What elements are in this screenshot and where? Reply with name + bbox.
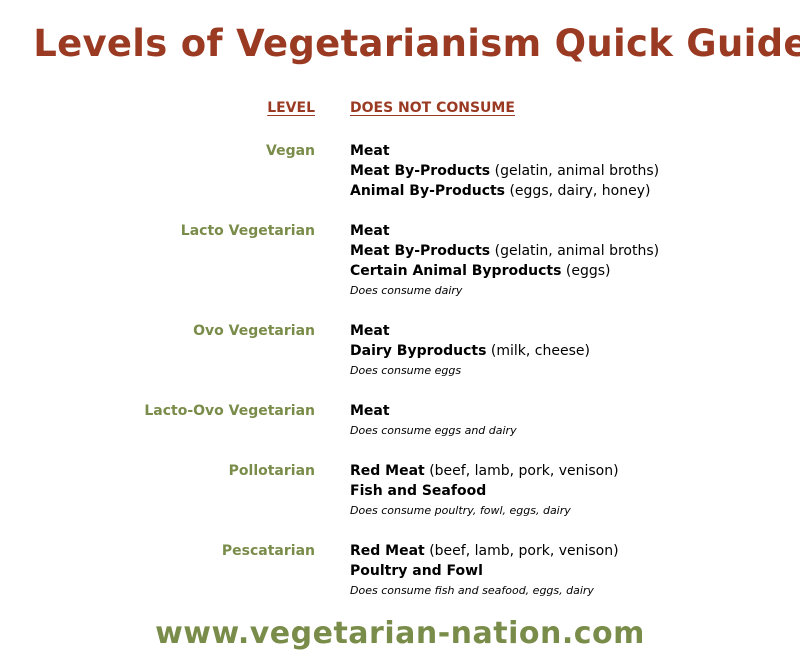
item-name: Meat <box>350 403 390 419</box>
item-detail: (gelatin, animal broths) <box>494 243 660 259</box>
level-name: Lacto Vegetarian <box>180 223 315 239</box>
excluded-item: Fish and Seafood <box>350 481 619 501</box>
excluded-item: Poultry and Fowl <box>350 561 619 581</box>
item-name: Meat By-Products <box>350 243 491 259</box>
consumption-note: Does consume eggs <box>350 364 462 377</box>
excluded-item: Meat <box>350 221 659 241</box>
excluded-item: Certain Animal Byproducts (eggs) <box>350 261 659 281</box>
item-name: Animal By-Products <box>350 183 506 199</box>
excluded-item: Meat By-Products (gelatin, animal broths… <box>350 161 659 181</box>
item-name: Dairy Byproducts <box>350 343 487 359</box>
level-name: Pescatarian <box>221 543 315 559</box>
excluded-items: Meat Meat By-Products (gelatin, animal br… <box>350 141 659 201</box>
levels-list: Vegan Meat Meat By-Products (gelatin, anim… <box>0 141 800 621</box>
consumption-note: Does consume eggs and dairy <box>350 424 517 437</box>
level-row: Pollotarian Red Meat (beef, lamb, pork, v… <box>0 461 800 521</box>
level-row: Vegan Meat Meat By-Products (gelatin, anim… <box>0 141 800 201</box>
level-name: Lacto-Ovo Vegetarian <box>144 403 315 419</box>
website-url: www.vegetarian-nation.com <box>155 616 645 651</box>
excluded-item: Meat By-Products (gelatin, animal broths… <box>350 241 659 261</box>
level-row: Lacto-Ovo Vegetarian Meat Does consume egg… <box>0 401 800 441</box>
excluded-item: Dairy Byproducts (milk, cheese) <box>350 341 590 361</box>
item-detail: (beef, lamb, pork, venison) <box>429 463 619 479</box>
item-name: Red Meat <box>350 543 425 559</box>
page-title: Levels of Vegetarianism Quick Guide <box>33 22 800 65</box>
does-not-consume-column-header: DOES NOT CONSUME <box>350 100 515 116</box>
item-name: Meat <box>350 323 390 339</box>
excluded-items: Meat Dairy Byproducts (milk, cheese) Does … <box>350 321 590 381</box>
level-column-header: LEVEL <box>267 100 315 116</box>
excluded-item: Red Meat (beef, lamb, pork, venison) <box>350 541 619 561</box>
consumption-note: Does consume dairy <box>350 284 463 297</box>
item-detail: (beef, lamb, pork, venison) <box>429 543 619 559</box>
level-row: Ovo Vegetarian Meat Dairy Byproducts (milk… <box>0 321 800 381</box>
item-name: Red Meat <box>350 463 425 479</box>
item-name: Poultry and Fowl <box>350 563 483 579</box>
excluded-items: Red Meat (beef, lamb, pork, venison) Fish… <box>350 461 619 521</box>
item-name: Certain Animal Byproducts <box>350 263 562 279</box>
item-name: Fish and Seafood <box>350 483 487 499</box>
level-row: Pescatarian Red Meat (beef, lamb, pork, v… <box>0 541 800 601</box>
item-detail: (eggs, dairy, honey) <box>509 183 651 199</box>
level-name: Pollotarian <box>228 463 315 479</box>
level-row: Lacto Vegetarian Meat Meat By-Products (ge… <box>0 221 800 301</box>
consumption-note: Does consume poultry, fowl, eggs, dairy <box>350 504 571 517</box>
level-name: Ovo Vegetarian <box>193 323 315 339</box>
excluded-items: Meat Meat By-Products (gelatin, animal br… <box>350 221 659 301</box>
item-detail: (gelatin, animal broths) <box>494 163 660 179</box>
item-detail: (eggs) <box>565 263 611 279</box>
consumption-note: Does consume fish and seafood, eggs, dai… <box>350 584 594 597</box>
excluded-items: Red Meat (beef, lamb, pork, venison) Poul… <box>350 541 619 601</box>
excluded-item: Meat <box>350 141 659 161</box>
excluded-item: Meat <box>350 321 590 341</box>
item-name: Meat By-Products <box>350 163 491 179</box>
excluded-item: Animal By-Products (eggs, dairy, honey) <box>350 181 659 201</box>
item-detail: (milk, cheese) <box>490 343 590 359</box>
item-name: Meat <box>350 143 390 159</box>
level-name: Vegan <box>266 143 315 159</box>
excluded-items: Meat Does consume eggs and dairy <box>350 401 517 441</box>
item-name: Meat <box>350 223 390 239</box>
excluded-item: Meat <box>350 401 517 421</box>
excluded-item: Red Meat (beef, lamb, pork, venison) <box>350 461 619 481</box>
